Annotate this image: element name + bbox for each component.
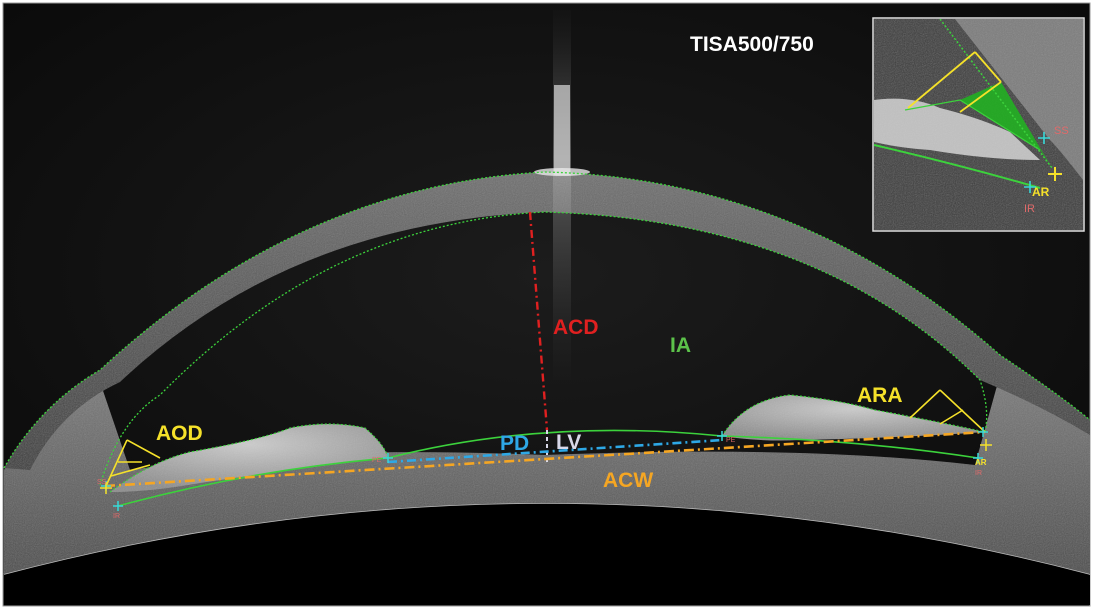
- inset-tisa-view: SS AR IR: [872, 17, 1085, 232]
- left-iris-contour: [109, 423, 389, 493]
- inset-iris: [874, 98, 1040, 160]
- specular-beam-bright: [554, 85, 570, 175]
- inset-tisa-area: [960, 82, 1052, 168]
- svg-text:IR: IR: [113, 513, 120, 520]
- right-iris: [722, 395, 985, 441]
- right-iris-posterior-line: [721, 435, 979, 459]
- posterior-cornea-contour: [99, 211, 988, 486]
- acw-label: ACW: [603, 469, 653, 492]
- svg-text:PE: PE: [726, 437, 736, 444]
- ara-label: ARA: [857, 384, 903, 407]
- right-iris-contour: [721, 394, 986, 437]
- angle-cross-left: [100, 482, 112, 494]
- acd-line: [528, 211, 549, 431]
- svg-text:AR: AR: [975, 458, 987, 467]
- anterior-cornea-contour: [3, 171, 1091, 469]
- inset-ss-marker: SS: [1054, 125, 1069, 137]
- inset-cornea: [940, 19, 1083, 180]
- svg-text:IR: IR: [975, 470, 982, 477]
- svg-text:PE: PE: [372, 457, 382, 464]
- tisa-label: TISA500/750: [690, 33, 814, 56]
- acd-label: ACD: [553, 316, 599, 339]
- ara-measure: [909, 389, 986, 433]
- aod-measure: [105, 439, 161, 487]
- posterior-lens-region: [4, 502, 1090, 605]
- pd-label: PD: [500, 432, 529, 455]
- ia-label: IA: [670, 334, 691, 357]
- lv-label: LV: [556, 431, 581, 454]
- anterior-lens-line: [387, 429, 723, 459]
- inset-posterior-line: [874, 144, 1041, 189]
- svg-text:SS: SS: [97, 479, 107, 486]
- angle-cross-right: [980, 439, 992, 451]
- inset-ir-marker: IR: [1024, 203, 1035, 215]
- inset-ar-marker: AR: [1032, 185, 1050, 199]
- cornea: [4, 172, 1090, 470]
- aod-label: AOD: [156, 422, 203, 445]
- acw-line: [104, 430, 986, 488]
- sclera-tissue: [4, 375, 1090, 574]
- left-iris: [110, 424, 388, 492]
